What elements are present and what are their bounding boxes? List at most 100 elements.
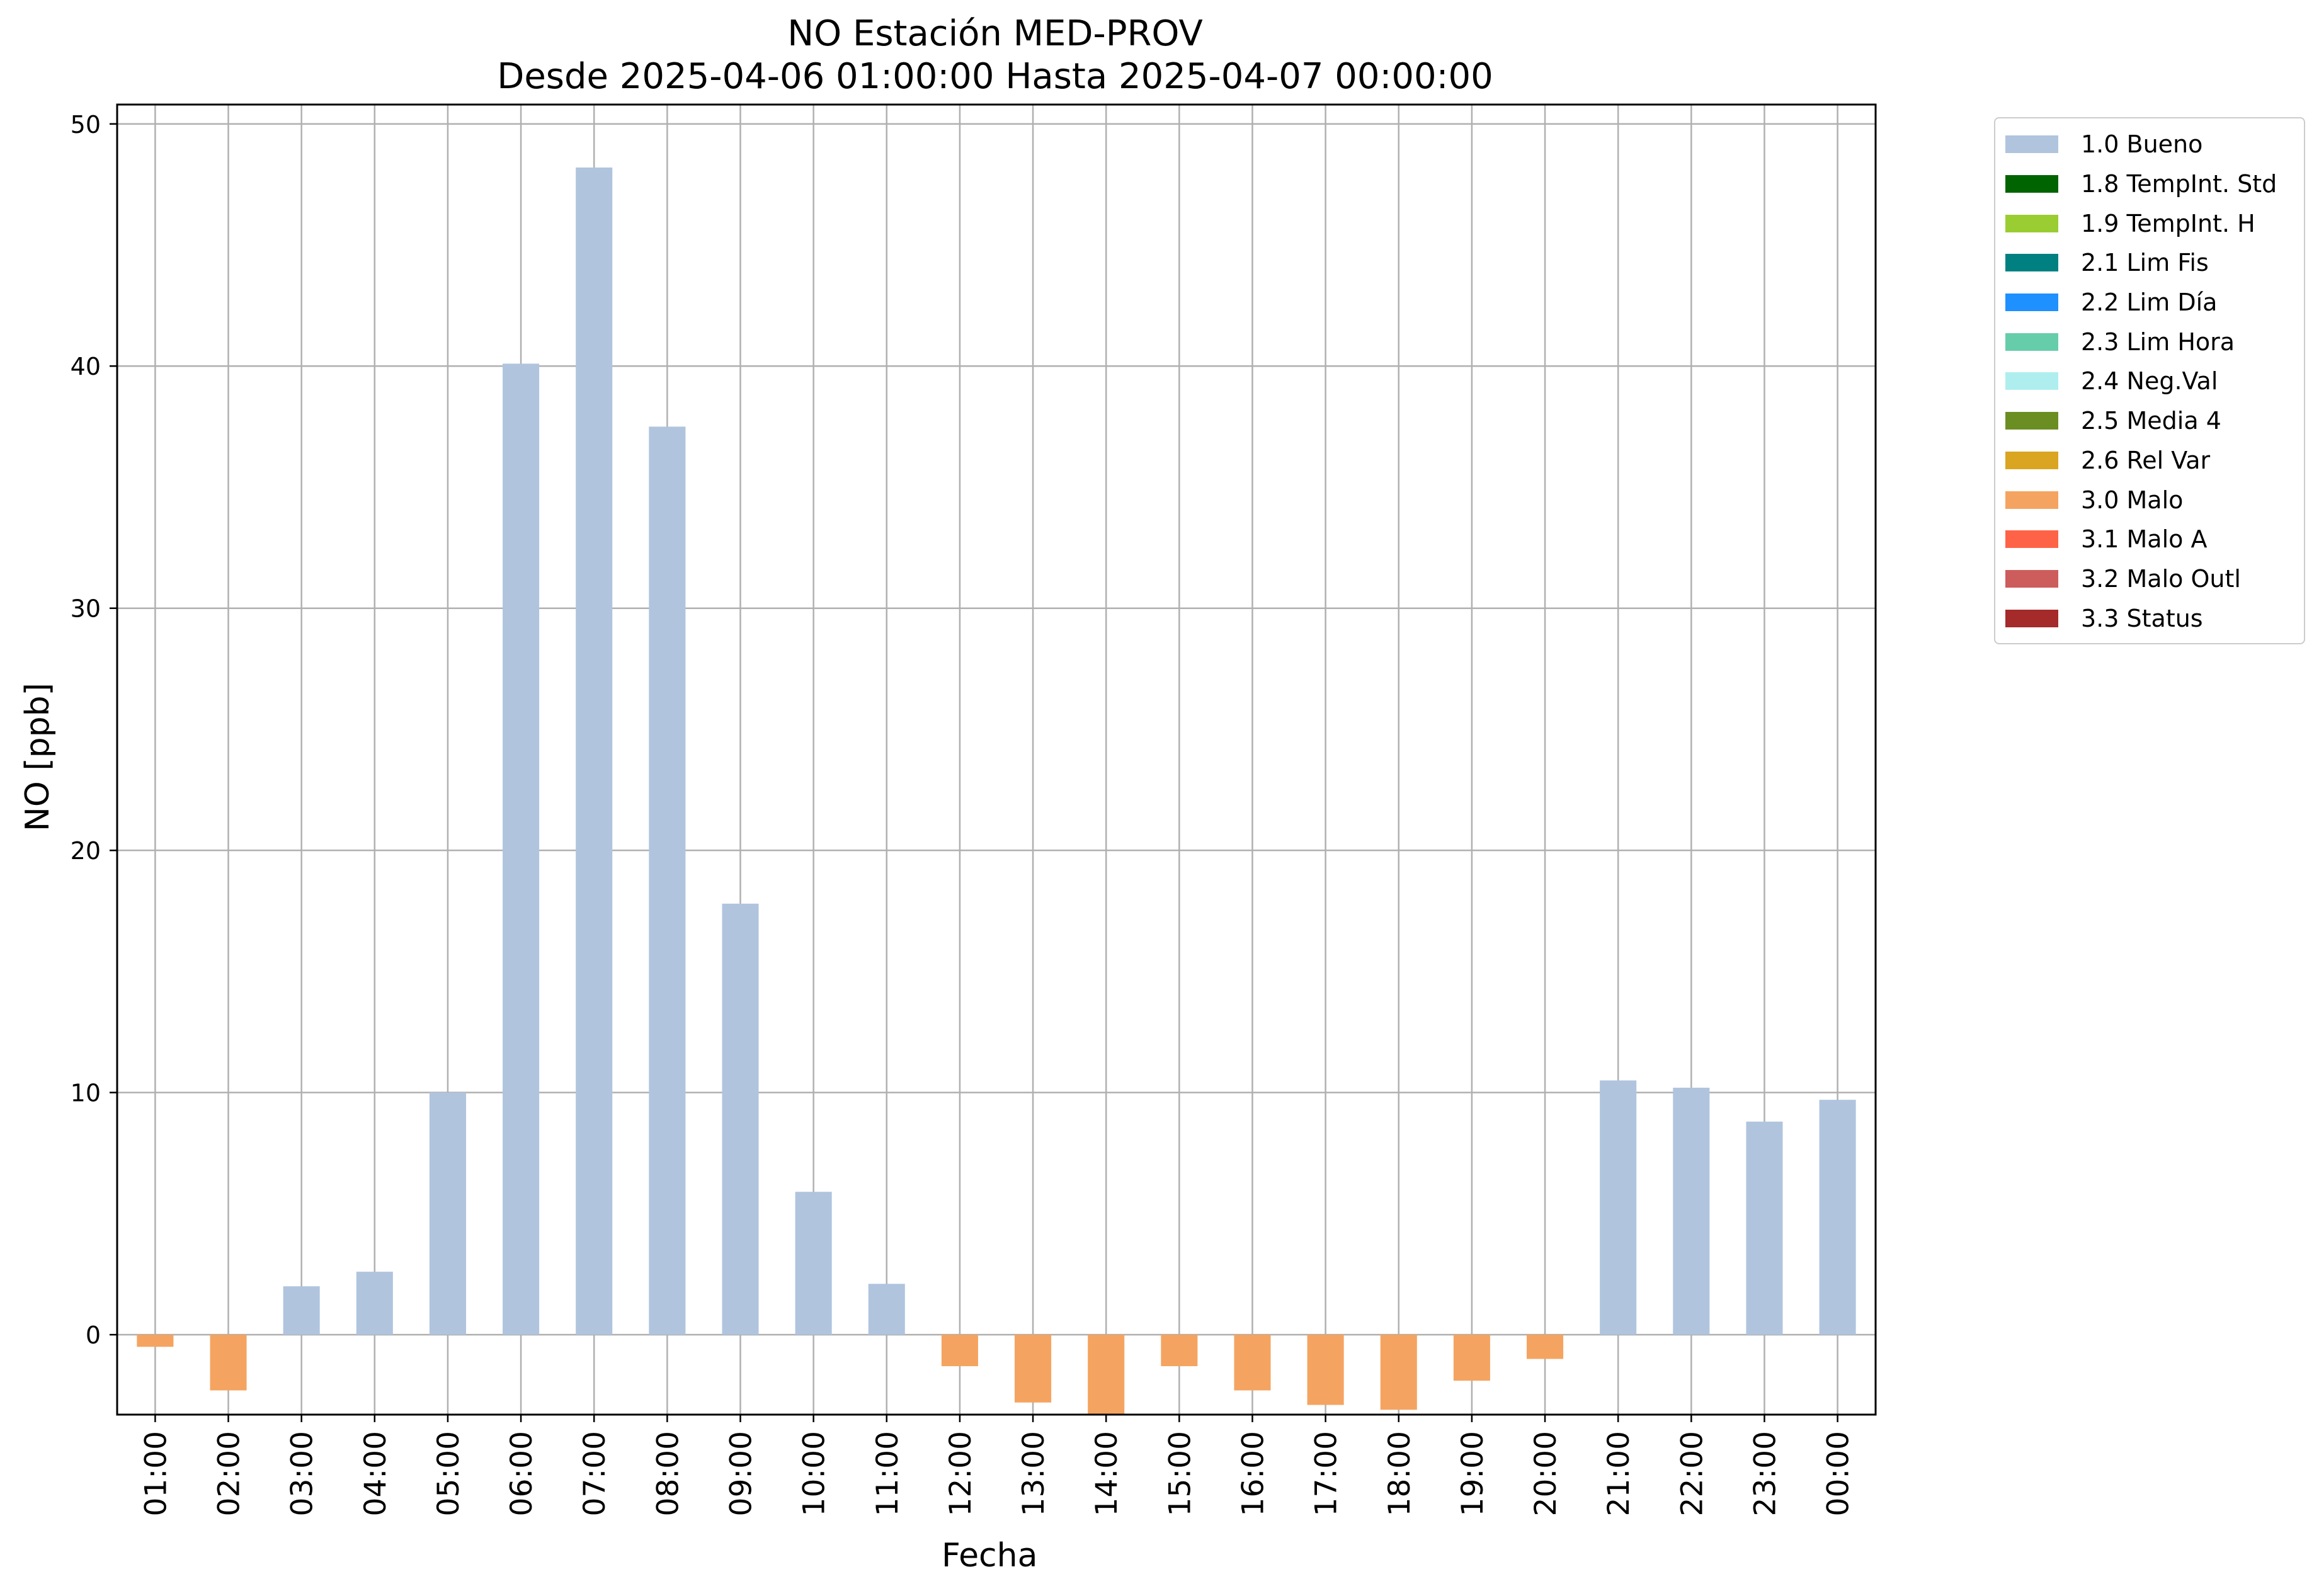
bar-1800 (1380, 1335, 1417, 1410)
x-tick-label: 02:00 (212, 1431, 247, 1516)
y-ticks: 0 10 20 30 40 50 (71, 111, 117, 1349)
bar-0000 (1819, 1100, 1856, 1335)
y-tick-label: 10 (71, 1080, 101, 1107)
bar-0900 (722, 903, 759, 1335)
x-tick-label: 13:00 (1017, 1431, 1051, 1516)
x-tick-label: 15:00 (1163, 1431, 1197, 1516)
x-tick-label: 04:00 (358, 1431, 393, 1516)
bar-0200 (210, 1335, 247, 1391)
bar-1500 (1161, 1335, 1198, 1367)
x-ticks: 01:00 02:00 03:00 04:00 05:00 06:00 07:00 08:00… (139, 1415, 1856, 1516)
x-tick-label: 09:00 (724, 1431, 759, 1516)
bar-1200 (941, 1335, 978, 1367)
bar-0700 (576, 167, 613, 1335)
bar-0600 (503, 363, 540, 1335)
x-tick-label: 07:00 (578, 1431, 612, 1516)
x-tick-label: 16:00 (1236, 1431, 1270, 1516)
y-tick-label: 50 (71, 111, 101, 139)
x-tick-label: 11:00 (870, 1431, 905, 1516)
legend-item: 2.3 Lim Hora (1995, 322, 2304, 362)
legend-swatch (2005, 294, 2058, 312)
bar-0100 (137, 1335, 174, 1347)
chart-title-line1: NO Estación MED-PROV (787, 13, 1203, 54)
x-tick-label: 05:00 (431, 1431, 466, 1516)
legend-item: 3.3 Status (1995, 598, 2304, 638)
legend-item: 1.9 TempInt. H (1995, 203, 2304, 243)
bar-1400 (1088, 1335, 1125, 1415)
chart-title-line2: Desde 2025-04-06 01:00:00 Hasta 2025-04-… (497, 56, 1493, 97)
y-tick-label: 0 (86, 1321, 101, 1349)
legend-swatch (2005, 214, 2058, 232)
legend-swatch (2005, 530, 2058, 549)
x-axis-label: Fecha (942, 1537, 1038, 1575)
legend-item: 2.6 Rel Var (1995, 441, 2304, 481)
x-tick-label: 23:00 (1748, 1431, 1782, 1516)
x-tick-label: 00:00 (1821, 1431, 1856, 1516)
x-tick-label: 06:00 (504, 1431, 539, 1516)
y-axis-label: NO [ppb] (19, 683, 57, 831)
bar-0300 (283, 1286, 320, 1335)
legend-label: 2.3 Lim Hora (2081, 328, 2235, 356)
x-tick-label: 08:00 (651, 1431, 685, 1516)
legend-label: 1.9 TempInt. H (2081, 209, 2255, 237)
bar-0800 (649, 426, 686, 1335)
legend-item: 2.4 Neg.Val (1995, 362, 2304, 401)
legend-swatch (2005, 333, 2058, 351)
bar-1100 (868, 1284, 905, 1335)
legend-label: 2.6 Rel Var (2081, 446, 2211, 474)
bar-1900 (1453, 1335, 1490, 1381)
legend-label: 2.4 Neg.Val (2081, 367, 2218, 396)
y-tick-label: 20 (71, 837, 101, 865)
x-tick-label: 01:00 (139, 1431, 173, 1516)
bar-0500 (429, 1092, 466, 1335)
bar-2000 (1527, 1335, 1564, 1359)
x-tick-label: 21:00 (1602, 1431, 1636, 1516)
legend-swatch (2005, 609, 2058, 627)
legend-swatch (2005, 135, 2058, 154)
x-tick-label: 03:00 (285, 1431, 320, 1516)
legend-item: 1.0 Bueno (1995, 125, 2304, 164)
y-tick-label: 40 (71, 353, 101, 380)
legend-item: 3.0 Malo (1995, 480, 2304, 520)
legend-swatch (2005, 491, 2058, 509)
x-tick-label: 20:00 (1529, 1431, 1563, 1516)
x-tick-label: 19:00 (1456, 1431, 1490, 1516)
bar-1300 (1015, 1335, 1052, 1403)
legend-swatch (2005, 569, 2058, 588)
bar-0400 (356, 1272, 393, 1335)
x-tick-label: 22:00 (1675, 1431, 1709, 1516)
x-tick-label: 18:00 (1382, 1431, 1417, 1516)
bar-2100 (1600, 1080, 1637, 1335)
bar-1600 (1234, 1335, 1271, 1391)
y-tick-label: 30 (71, 595, 101, 623)
x-tick-label: 14:00 (1090, 1431, 1124, 1516)
legend-label: 2.2 Lim Día (2081, 288, 2218, 317)
plot-frame (116, 103, 1877, 1416)
legend-item: 2.5 Media 4 (1995, 401, 2304, 441)
legend-swatch (2005, 254, 2058, 272)
legend-label: 3.2 Malo Outl (2081, 564, 2241, 593)
legend-label: 2.1 Lim Fis (2081, 249, 2209, 277)
legend-swatch (2005, 175, 2058, 193)
legend-swatch (2005, 372, 2058, 390)
legend-label: 3.0 Malo (2081, 486, 2184, 514)
bar-2300 (1746, 1121, 1783, 1335)
x-tick-label: 10:00 (797, 1431, 832, 1516)
legend-item: 2.1 Lim Fis (1995, 243, 2304, 283)
legend-label: 3.1 Malo A (2081, 525, 2208, 554)
legend-swatch (2005, 451, 2058, 469)
legend-item: 1.8 TempInt. Std (1995, 164, 2304, 204)
legend-swatch (2005, 412, 2058, 430)
x-tick-label: 12:00 (943, 1431, 978, 1516)
x-tick-label: 17:00 (1309, 1431, 1344, 1516)
legend: 1.0 Bueno 1.8 TempInt. Std 1.9 TempInt. H 2… (1994, 117, 2305, 644)
bar-2200 (1673, 1087, 1710, 1335)
legend-label: 3.3 Status (2081, 604, 2203, 632)
legend-item: 3.1 Malo A (1995, 520, 2304, 559)
legend-label: 1.0 Bueno (2081, 130, 2203, 159)
legend-item: 3.2 Malo Outl (1995, 559, 2304, 599)
legend-label: 1.8 TempInt. Std (2081, 170, 2277, 198)
bar-1700 (1307, 1335, 1344, 1405)
legend-item: 2.2 Lim Día (1995, 283, 2304, 322)
